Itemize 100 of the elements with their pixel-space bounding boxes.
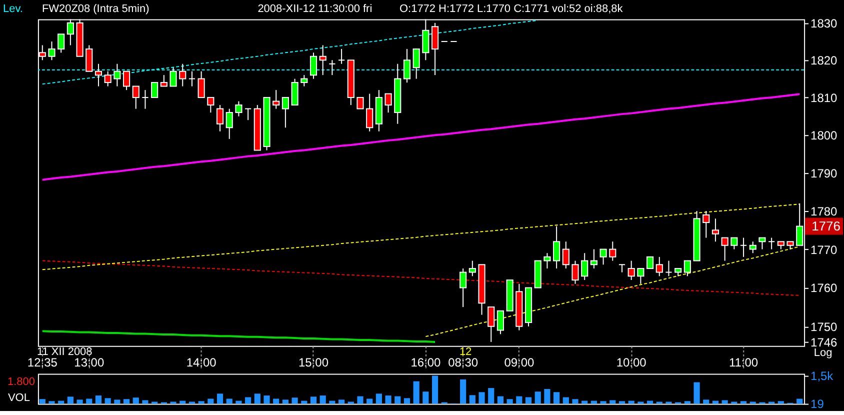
bar xyxy=(646,400,654,404)
bar xyxy=(618,401,626,404)
candlestick xyxy=(712,218,720,242)
bar xyxy=(86,398,92,404)
bar xyxy=(432,376,438,404)
bar xyxy=(796,398,803,404)
candlestick xyxy=(740,237,748,258)
bar xyxy=(39,399,46,404)
candlestick xyxy=(656,256,663,277)
text: 1.800 xyxy=(8,376,35,388)
candlestick xyxy=(618,264,626,273)
bar xyxy=(394,396,401,404)
bar xyxy=(422,392,429,404)
bar xyxy=(469,395,476,404)
candlestick xyxy=(749,241,756,254)
candlestick xyxy=(86,44,93,72)
annotation: 1776 xyxy=(812,218,840,234)
candlestick xyxy=(216,104,224,132)
candlestick xyxy=(114,63,121,87)
candlestick xyxy=(496,310,504,335)
bar xyxy=(506,399,513,404)
candlestick xyxy=(562,241,570,269)
bar xyxy=(104,398,111,404)
candlestick xyxy=(356,97,364,110)
x-tick-label: 08:30 xyxy=(448,355,478,370)
annotation: 11 XII 2008 xyxy=(36,346,92,358)
candlestick xyxy=(488,306,495,342)
y-tick-label: 1830 xyxy=(810,16,838,30)
bar xyxy=(712,400,719,404)
candlestick xyxy=(300,74,308,87)
y-tick-label: 1800 xyxy=(810,128,838,143)
bar xyxy=(123,399,130,404)
bar xyxy=(694,382,700,404)
candlestick xyxy=(646,256,654,269)
candlestick xyxy=(319,44,326,76)
candlestick xyxy=(58,34,65,54)
candlestick xyxy=(730,237,738,250)
line-series xyxy=(42,204,800,270)
candlestick xyxy=(48,41,56,61)
candlestick xyxy=(403,48,411,84)
y-tick-label: 1750 xyxy=(810,320,838,334)
bar xyxy=(610,400,616,404)
candlestick xyxy=(572,260,579,284)
bar xyxy=(778,401,784,404)
x-tick-label: 13:00 xyxy=(74,355,104,370)
candlestick xyxy=(328,60,336,76)
x-tick-label: 14:00 xyxy=(186,355,217,370)
y-tick-label: 1,5k xyxy=(810,369,834,384)
y-tick-label: 1760 xyxy=(810,281,838,296)
bar xyxy=(95,396,102,404)
y-tick-label: 1746 xyxy=(810,335,838,350)
candlestick xyxy=(142,90,149,110)
bar xyxy=(460,379,466,404)
candlestick xyxy=(151,82,158,98)
x-tick-label: 09:00 xyxy=(504,355,534,370)
bar xyxy=(76,400,83,404)
bar xyxy=(534,392,541,404)
x-tick-label: 10:00 xyxy=(616,355,647,370)
bar xyxy=(310,396,317,404)
candlestick xyxy=(310,52,318,80)
bar xyxy=(357,396,364,404)
bar xyxy=(180,400,186,404)
bar xyxy=(525,397,532,404)
bar xyxy=(366,398,373,404)
candlestick xyxy=(590,248,598,269)
candlestick xyxy=(637,268,644,284)
candlestick xyxy=(684,260,691,277)
bar xyxy=(301,400,308,404)
bar xyxy=(226,398,232,404)
bar xyxy=(722,400,728,404)
candlestick xyxy=(94,63,102,87)
bar xyxy=(590,400,597,404)
candlestick xyxy=(104,70,112,87)
candlestick xyxy=(384,93,392,114)
candlestick xyxy=(132,86,140,110)
candlestick xyxy=(581,252,588,281)
candlestick xyxy=(468,260,476,277)
bar xyxy=(404,398,410,404)
bar xyxy=(329,400,336,404)
bar xyxy=(600,401,606,404)
candlestick xyxy=(272,90,280,110)
bar xyxy=(478,392,485,404)
line-series xyxy=(41,330,436,343)
bar xyxy=(488,388,494,404)
candlestick xyxy=(460,268,467,308)
bar xyxy=(245,397,252,404)
chart-title: FW20Z08 (Intra 5min) xyxy=(42,3,150,16)
candlestick xyxy=(244,108,252,121)
bar xyxy=(516,396,522,404)
bar xyxy=(497,396,504,404)
annotation: 12 xyxy=(459,346,472,358)
bar xyxy=(208,398,214,404)
y-tick-label: 1820 xyxy=(810,54,838,68)
y-tick-label: 1770 xyxy=(810,242,838,257)
y-axis-title: VOL xyxy=(8,392,30,404)
bar xyxy=(48,401,55,404)
y-tick-label: 19 xyxy=(810,396,824,411)
candlestick xyxy=(609,241,616,262)
bar xyxy=(376,394,382,404)
candlestick xyxy=(282,97,289,128)
